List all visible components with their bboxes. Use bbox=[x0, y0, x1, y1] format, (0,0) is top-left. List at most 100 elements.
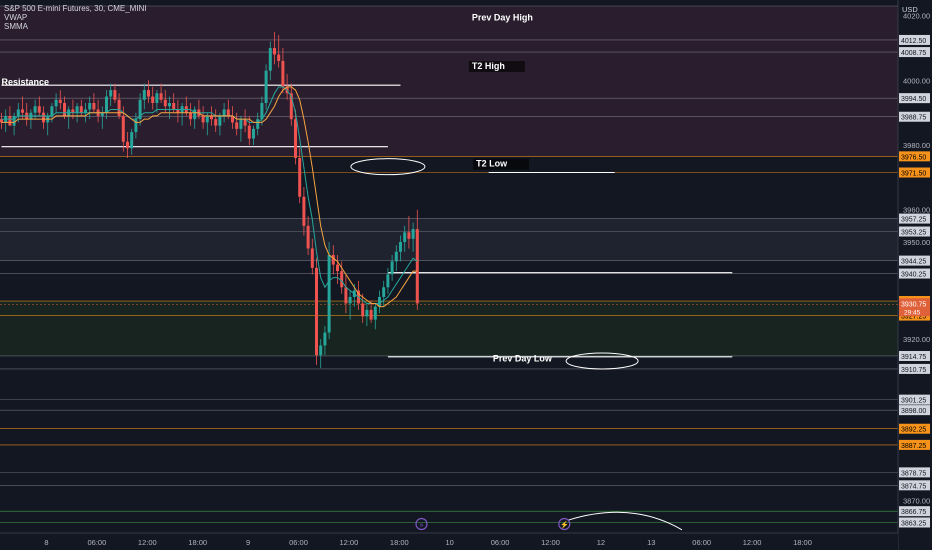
candle-body bbox=[403, 232, 407, 243]
candle-body bbox=[273, 48, 276, 55]
candle-body bbox=[50, 106, 54, 116]
annotation-label: Prev Day Low bbox=[493, 354, 553, 364]
candle-body bbox=[8, 115, 12, 126]
event-icon-glyph: » bbox=[420, 522, 424, 529]
highlight-arc[interactable] bbox=[568, 511, 683, 531]
candle-body bbox=[222, 109, 226, 116]
candle-body bbox=[71, 109, 75, 113]
time-tick-label: 18:00 bbox=[188, 538, 207, 547]
candle-body bbox=[373, 306, 377, 320]
candle-body bbox=[0, 119, 3, 123]
level-price-text: 3863.25 bbox=[901, 520, 926, 527]
indicator-smma-label[interactable]: SMMA bbox=[4, 22, 28, 31]
level-price-tag bbox=[899, 423, 930, 434]
level-price-text: 3994.50 bbox=[901, 96, 926, 103]
candle-body bbox=[399, 242, 402, 252]
candle-body bbox=[310, 248, 314, 268]
candle-body bbox=[361, 303, 365, 317]
candle-body bbox=[264, 70, 268, 103]
candle-body bbox=[382, 287, 386, 297]
candle-body bbox=[411, 229, 415, 239]
candle-body bbox=[294, 119, 297, 158]
current-price-value: 3930.75 bbox=[901, 301, 926, 308]
level-price-tag bbox=[899, 394, 930, 405]
candle-body bbox=[306, 225, 310, 249]
candle-body bbox=[239, 119, 243, 129]
lower-zone-shade bbox=[0, 301, 898, 356]
level-price-text: 3953.25 bbox=[901, 230, 926, 237]
symbol-title[interactable]: S&P 500 E-mini Futures, 30, CME_MINI bbox=[4, 4, 147, 13]
time-tick-label: 9 bbox=[246, 538, 250, 547]
current-price-tag[interactable] bbox=[899, 298, 930, 317]
bar-countdown: 29:45 bbox=[904, 309, 921, 316]
candle-body bbox=[394, 251, 398, 262]
price-tick-label: 3980.00 bbox=[903, 141, 930, 150]
candle-body bbox=[415, 229, 419, 304]
candle-body bbox=[210, 115, 213, 120]
annotation-label: Prev Day High bbox=[472, 13, 533, 23]
candle-body bbox=[378, 296, 381, 307]
candle-body bbox=[319, 345, 323, 356]
candle-body bbox=[252, 128, 255, 139]
event-icon-glyph: ⚡ bbox=[560, 520, 569, 529]
level-price-text: 3988.75 bbox=[901, 115, 926, 122]
candle-body bbox=[193, 109, 197, 120]
level-price-tag bbox=[899, 151, 930, 162]
candle-body bbox=[121, 115, 125, 142]
candle-body bbox=[100, 112, 104, 116]
level-price-tag bbox=[899, 517, 930, 528]
candle-body bbox=[315, 267, 318, 356]
candle-body bbox=[201, 115, 205, 123]
level-price-tag bbox=[899, 34, 930, 45]
level-price-tag bbox=[899, 268, 930, 279]
mid-zone-shade bbox=[0, 218, 898, 261]
event-icon[interactable] bbox=[558, 517, 571, 531]
price-tick-label: 3870.00 bbox=[903, 497, 930, 506]
level-price-text: 3976.50 bbox=[901, 154, 926, 161]
level-price-tag bbox=[899, 363, 930, 374]
candle-body bbox=[369, 309, 373, 320]
level-price-tag bbox=[899, 480, 930, 491]
time-tick-label: 13 bbox=[647, 538, 655, 547]
candle-body bbox=[142, 90, 146, 100]
candle-body bbox=[54, 99, 58, 107]
candle-body bbox=[256, 119, 260, 129]
level-price-tag bbox=[899, 255, 930, 266]
candle-body bbox=[344, 287, 348, 304]
candle-body bbox=[37, 106, 41, 113]
candle-body bbox=[21, 109, 24, 113]
level-price-tag bbox=[899, 213, 930, 224]
time-tick-label: 12 bbox=[597, 538, 605, 547]
candle-body bbox=[226, 109, 230, 116]
time-tick-label: 06:00 bbox=[88, 538, 107, 547]
smma-line bbox=[1, 86, 418, 308]
time-tick-label: 12:00 bbox=[743, 538, 762, 547]
candle-body bbox=[117, 99, 121, 116]
level-price-text: 3874.75 bbox=[901, 483, 926, 490]
candle-body bbox=[235, 122, 239, 129]
annotation-label: Resistance bbox=[2, 77, 50, 87]
level-price-text: 4008.75 bbox=[901, 50, 926, 57]
time-axis[interactable] bbox=[0, 533, 898, 550]
level-price-tag bbox=[899, 467, 930, 478]
price-tick-label: 4000.00 bbox=[903, 76, 930, 85]
level-price-text: 3866.75 bbox=[901, 509, 926, 516]
level-price-text: 3957.25 bbox=[901, 217, 926, 224]
candle-body bbox=[12, 115, 16, 126]
candle-body bbox=[218, 115, 222, 126]
candle-body bbox=[155, 93, 159, 103]
level-price-text: 3898.00 bbox=[901, 408, 926, 415]
indicator-vwap-label[interactable]: VWAP bbox=[4, 13, 28, 22]
level-price-tag bbox=[899, 47, 930, 58]
highlight-ellipse[interactable] bbox=[565, 352, 639, 370]
candle-body bbox=[281, 60, 285, 87]
event-icon[interactable] bbox=[415, 517, 428, 531]
candle-body bbox=[75, 106, 79, 113]
price-tick-label: 3950.00 bbox=[903, 238, 930, 247]
candle-body bbox=[277, 54, 281, 61]
candle-body bbox=[243, 119, 247, 126]
candle-body bbox=[268, 48, 272, 71]
candle-body bbox=[16, 109, 20, 116]
highlight-ellipse[interactable] bbox=[350, 158, 426, 176]
